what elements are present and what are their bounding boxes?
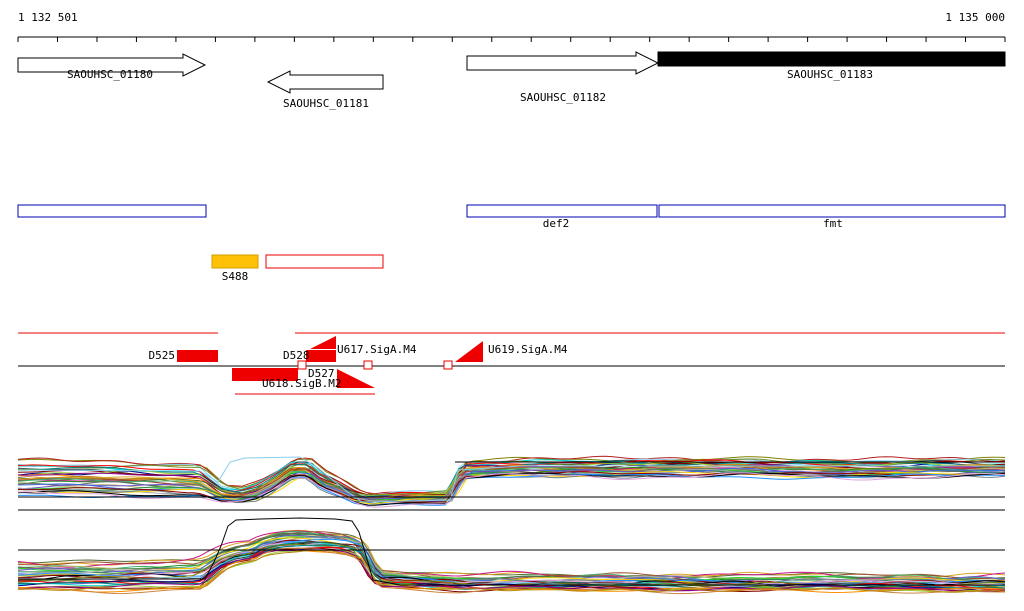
- feature-box[interactable]: [211, 254, 259, 269]
- annotation-label: D527: [308, 367, 335, 380]
- operon-box[interactable]: [466, 204, 658, 218]
- operon-track: [17, 204, 1006, 218]
- tss-marker[interactable]: [443, 360, 453, 370]
- tss-marker[interactable]: [297, 360, 307, 370]
- operon-box[interactable]: [17, 204, 207, 218]
- expression-trace: [17, 541, 1006, 587]
- expression-trace: [17, 467, 1006, 502]
- gene-arrow[interactable]: [17, 53, 207, 77]
- gene-arrow[interactable]: [657, 51, 1006, 67]
- expression-trace: [18, 473, 1006, 507]
- promoter-flag[interactable]: [337, 369, 375, 388]
- expression-trace: [17, 549, 1006, 593]
- expression-outlier-trace: [18, 517, 1005, 586]
- operon-label: def2: [542, 217, 570, 230]
- tss-marker[interactable]: [363, 360, 373, 370]
- expression-trace: [18, 541, 1006, 587]
- feature-label: S488: [221, 270, 249, 283]
- expression-panel-upper-strand-coverage: [17, 455, 1006, 511]
- ruler-track: [17, 36, 1006, 42]
- expression-trace: [18, 531, 1006, 581]
- ruler-end-coordinate: 1 135 000: [945, 11, 1005, 24]
- gene-label: SAOUHSC_01180: [66, 68, 154, 81]
- feature-track: [211, 254, 384, 269]
- tss-block[interactable]: [232, 368, 298, 381]
- gene-arrow[interactable]: [266, 70, 384, 94]
- expression-trace: [17, 549, 1006, 594]
- expression-trace: [17, 545, 1006, 590]
- feature-box[interactable]: [265, 254, 384, 269]
- promoter-flag[interactable]: [455, 341, 483, 362]
- tss-block[interactable]: [306, 350, 336, 362]
- tss-block[interactable]: [177, 350, 218, 362]
- gene-track: [17, 51, 1006, 94]
- promoter-flag[interactable]: [310, 336, 336, 349]
- annotation-label: D528: [283, 349, 310, 362]
- ruler-start-coordinate: 1 132 501: [18, 11, 78, 24]
- expression-trace: [17, 455, 1006, 496]
- annotation-label: U619.SigA.M4: [488, 343, 568, 356]
- gene-arrow[interactable]: [466, 51, 660, 75]
- gene-label: SAOUHSC_01183: [786, 68, 874, 81]
- operon-box[interactable]: [658, 204, 1006, 218]
- expression-trace: [17, 458, 1006, 497]
- gene-label: SAOUHSC_01182: [519, 91, 607, 104]
- expression-panel-lower-strand-coverage: [17, 517, 1006, 595]
- gene-label: SAOUHSC_01181: [282, 97, 370, 110]
- annotation-track: [18, 332, 1005, 395]
- annotation-label: D525: [148, 349, 176, 362]
- annotation-label: U617.SigA.M4: [337, 343, 417, 356]
- operon-label: fmt: [823, 217, 843, 230]
- annotation-label: U618.SigB.M2: [262, 377, 342, 390]
- expression-outlier-trace: [17, 456, 1005, 503]
- expression-trace: [17, 549, 1006, 593]
